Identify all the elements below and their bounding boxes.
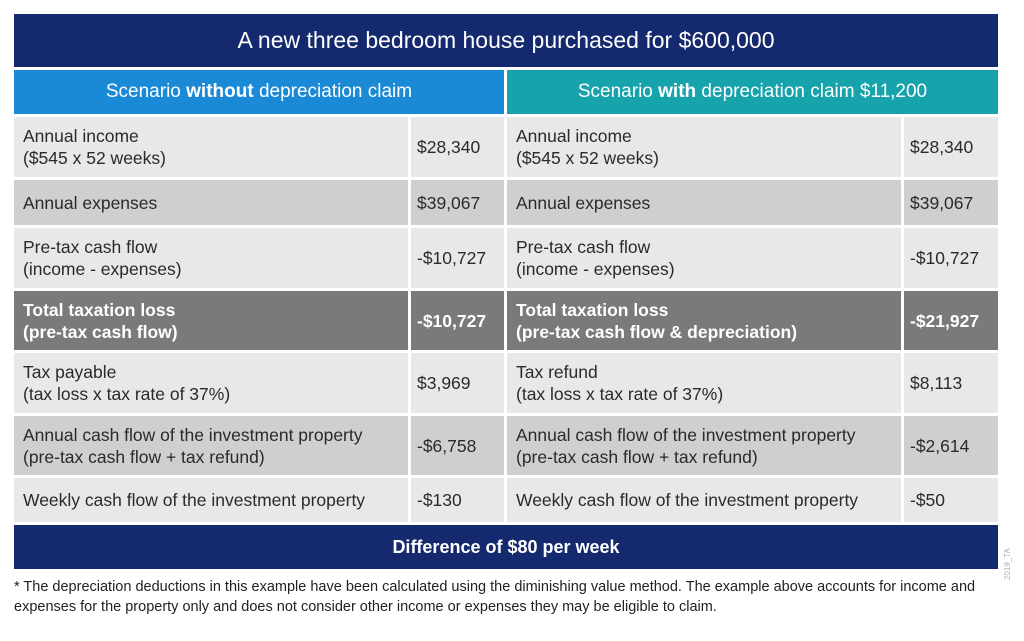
scenario-right-pre: Scenario [577,81,659,102]
row-label-line2: (pre-tax cash flow + tax refund) [23,446,265,467]
right-row-label: Tax refund (tax loss x tax rate of 37%) [507,353,901,413]
left-row-label: Total taxation loss (pre-tax cash flow) [14,291,408,350]
row-label-line1: Tax payable [23,362,117,382]
right-row-value: $28,340 [904,117,998,177]
watermark: 2019_TA [1003,548,1012,580]
row-label-line1: Annual expenses [516,192,651,213]
left-row-label: Annual cash flow of the investment prope… [14,416,408,475]
left-row-label: Tax payable (tax loss x tax rate of 37%) [14,353,408,413]
row-label-line2: ($545 x 52 weeks) [516,148,659,168]
right-row-label: Weekly cash flow of the investment prope… [507,478,901,522]
row-label-line1: Annual income [516,126,632,146]
left-row-label: Annual income ($545 x 52 weeks) [14,117,408,177]
page-title: A new three bedroom house purchased for … [14,14,998,67]
row-label-line1: Total taxation loss [23,299,176,320]
left-row-value: -$130 [411,478,504,522]
scenario-left-bold: without [186,81,254,102]
row-label-line1: Annual income [23,126,139,146]
left-row-value: -$10,727 [411,228,504,288]
left-row-label: Pre-tax cash flow (income - expenses) [14,228,408,288]
row-label-line1: Annual cash flow of the investment prope… [23,424,363,445]
row-label-line2: (tax loss x tax rate of 37%) [23,384,231,404]
scenario-with-header: Scenario with depreciation claim $11,200 [507,70,998,114]
row-label-line1: Weekly cash flow of the investment prope… [23,490,366,510]
left-row-value: -$10,727 [411,291,504,350]
right-row-label: Annual income ($545 x 52 weeks) [507,117,901,177]
left-row-label: Weekly cash flow of the investment prope… [14,478,408,522]
row-label-line2: ($545 x 52 weeks) [23,148,166,168]
left-row-value: $28,340 [411,117,504,177]
right-row-label: Annual cash flow of the investment prope… [507,416,901,475]
row-label-line1: Tax refund [516,362,598,382]
row-label-line2: (income - expenses) [23,259,182,279]
row-label-line2: (pre-tax cash flow + tax refund) [516,446,758,467]
scenario-without-header: Scenario without depreciation claim [14,70,504,114]
difference-banner: Difference of $80 per week [14,525,998,569]
right-row-value: $39,067 [904,180,998,225]
left-row-value: $39,067 [411,180,504,225]
right-row-label: Annual expenses [507,180,901,225]
left-row-value: -$6,758 [411,416,504,475]
left-row-value: $3,969 [411,353,504,413]
scenario-left-post: depreciation claim [253,81,413,102]
right-row-value: -$10,727 [904,228,998,288]
row-label-line2: (pre-tax cash flow) [23,321,178,342]
row-label-line2: (pre-tax cash flow & depreciation) [516,321,798,342]
right-row-label: Total taxation loss (pre-tax cash flow & … [507,291,901,350]
right-row-value: $8,113 [904,353,998,413]
row-label-line2: (tax loss x tax rate of 37%) [516,384,724,404]
row-label-line1: Annual cash flow of the investment prope… [516,424,856,445]
right-row-value: -$2,614 [904,416,998,475]
right-row-label: Pre-tax cash flow (income - expenses) [507,228,901,288]
row-label-line1: Weekly cash flow of the investment prope… [516,490,859,510]
row-label-line2: (income - expenses) [516,259,675,279]
right-row-value: -$50 [904,478,998,522]
scenario-right-bold: with [658,81,697,102]
row-label-line1: Annual expenses [23,192,158,213]
row-label-line1: Total taxation loss [516,299,669,320]
right-row-value: -$21,927 [904,291,998,350]
scenario-left-pre: Scenario [105,81,187,102]
row-label-line1: Pre-tax cash flow [516,237,651,257]
scenario-right-post: depreciation claim $11,200 [696,81,928,102]
row-label-line1: Pre-tax cash flow [23,237,158,257]
footnote: * The depreciation deductions in this ex… [14,579,976,615]
left-row-label: Annual expenses [14,180,408,225]
